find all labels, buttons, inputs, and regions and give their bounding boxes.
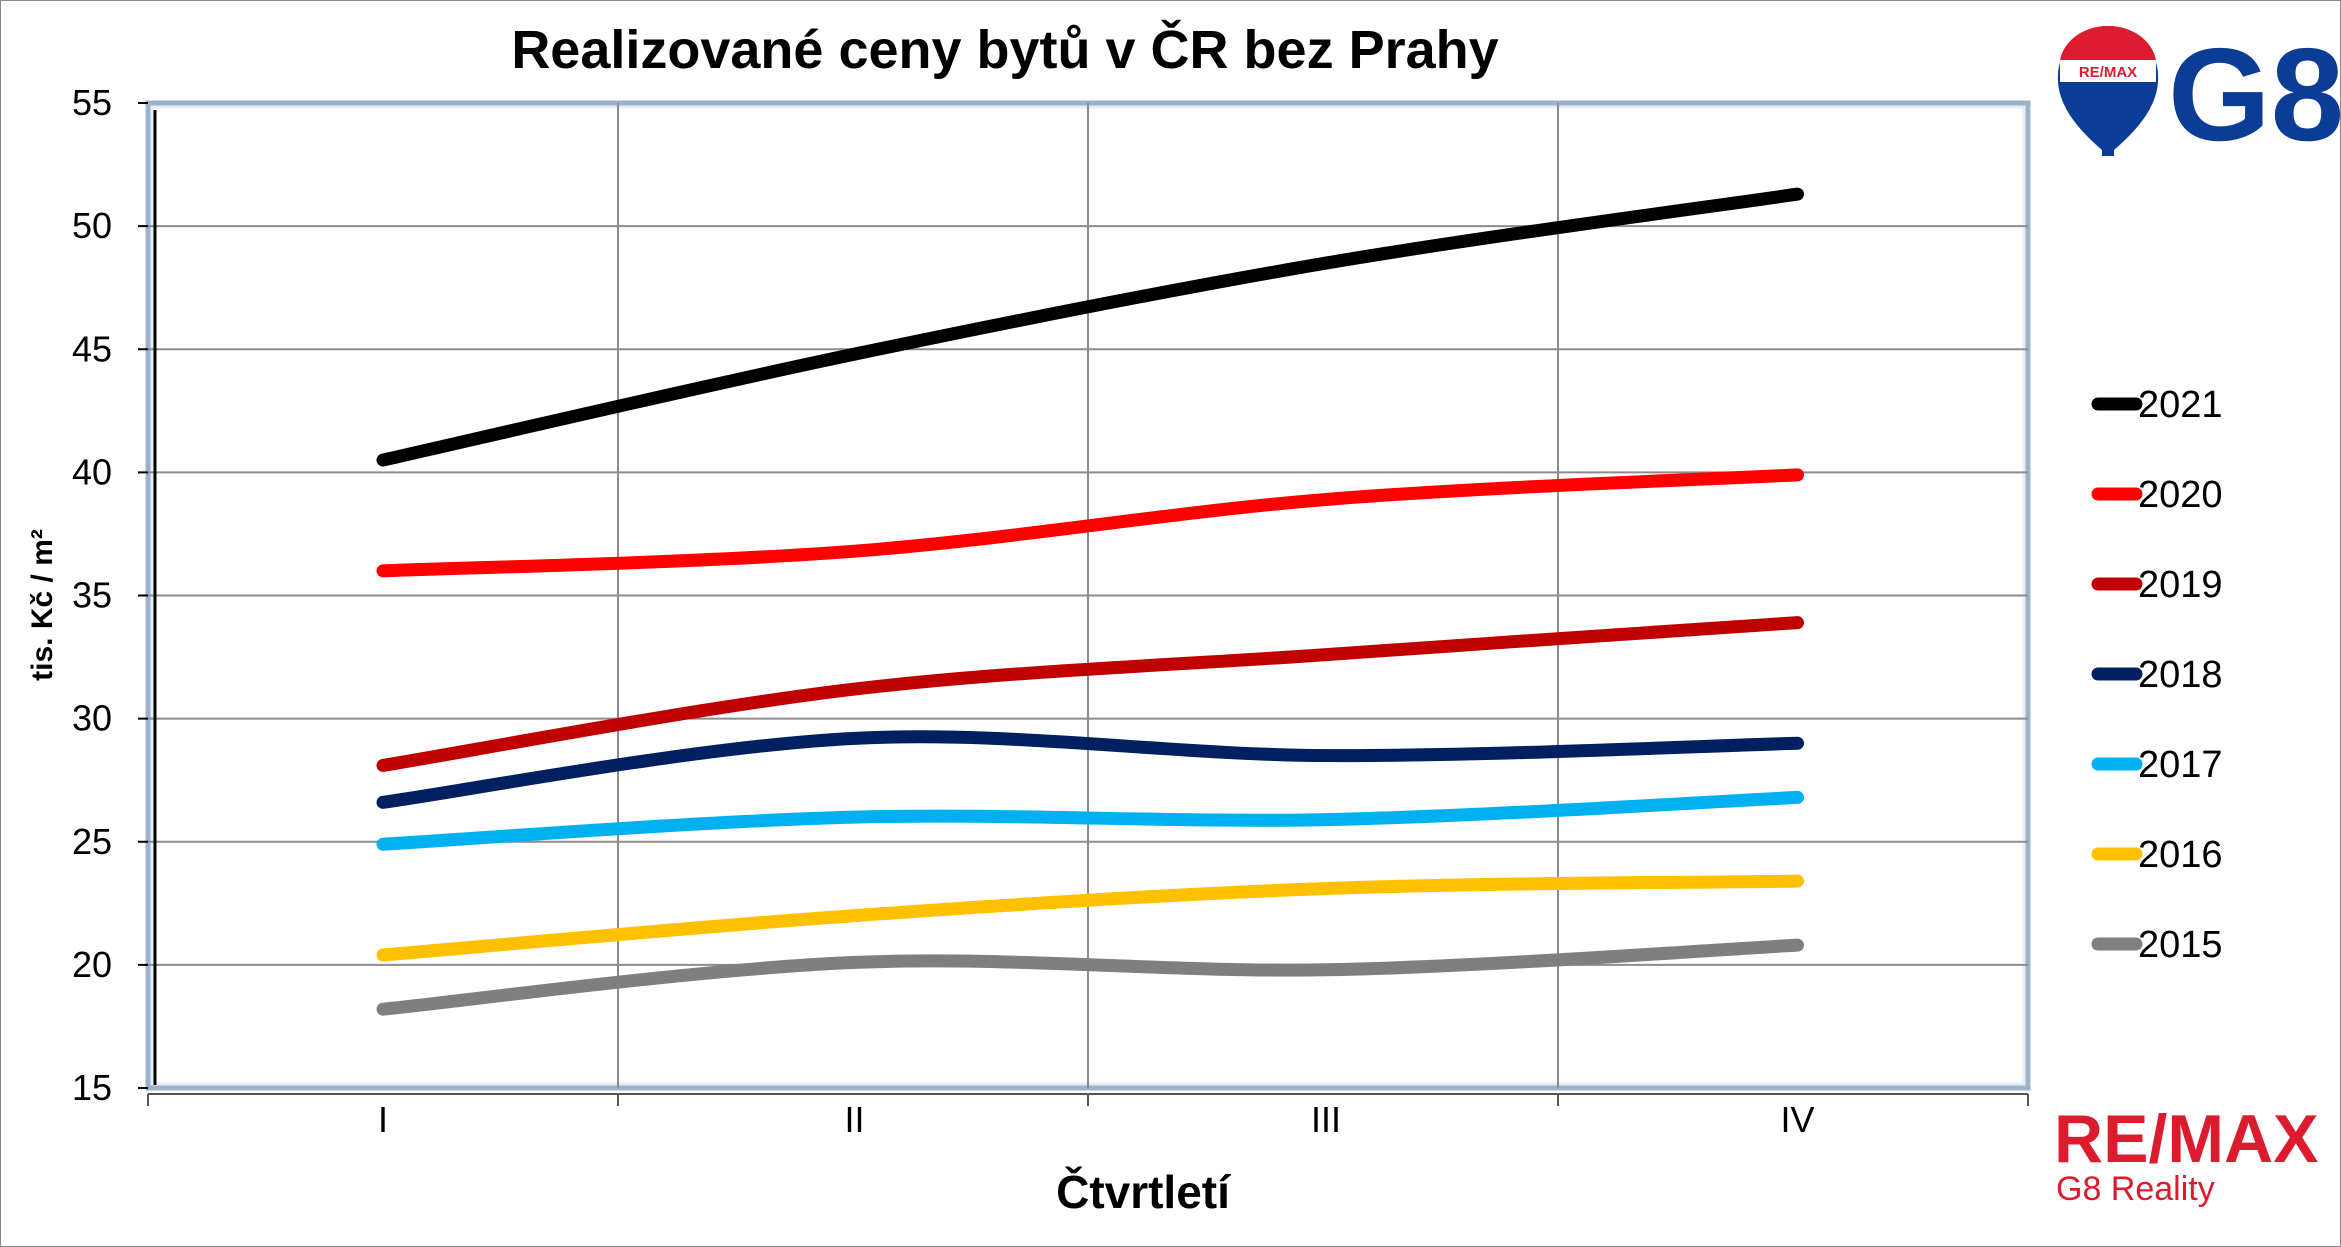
legend-item-2018: 2018 bbox=[2091, 654, 2223, 696]
legend-label: 2018 bbox=[2138, 654, 2223, 696]
x-axis-label: Čtvrtletí bbox=[1056, 1166, 1232, 1218]
series-lines bbox=[376, 187, 1804, 1016]
legend-label: 2019 bbox=[2138, 564, 2223, 606]
series-line-2021 bbox=[376, 187, 1804, 467]
remax-balloon-logo: RE/MAX G8 bbox=[2057, 21, 2341, 168]
x-tick-label: II bbox=[844, 1099, 864, 1140]
chart-title: Realizované ceny bytů v ČR bez Prahy bbox=[511, 19, 1498, 80]
legend-label: 2015 bbox=[2138, 924, 2223, 966]
legend-item-2019: 2019 bbox=[2091, 564, 2223, 606]
balloon-band bbox=[2060, 60, 2156, 82]
series-line-2018 bbox=[376, 730, 1804, 809]
legend-item-2021: 2021 bbox=[2091, 384, 2223, 426]
y-tick-label: 15 bbox=[72, 1067, 112, 1108]
x-tick-label: I bbox=[378, 1099, 388, 1140]
grid bbox=[148, 103, 2028, 1088]
series-line-2020 bbox=[376, 468, 1804, 578]
y-tick-label: 25 bbox=[72, 821, 112, 862]
series-line-2019 bbox=[376, 616, 1804, 772]
y-axis-label: tis. Kč / m² bbox=[26, 529, 59, 681]
y-tick-label: 35 bbox=[72, 575, 112, 616]
legend-item-2017: 2017 bbox=[2091, 744, 2223, 786]
series-line-2016 bbox=[376, 874, 1804, 962]
x-tick-label: IV bbox=[1780, 1099, 1814, 1140]
y-tick-label: 50 bbox=[72, 205, 112, 246]
balloon-label: RE/MAX bbox=[2079, 64, 2137, 81]
legend-item-2015: 2015 bbox=[2091, 924, 2223, 966]
x-ticks: I II III IV bbox=[147, 1093, 2029, 1140]
legend: 2021 2020 2019 2018 2017 2016 2015 bbox=[2091, 384, 2223, 966]
balloon-top bbox=[2060, 26, 2156, 60]
remax-brand-logo: RE/MAX G8 Reality bbox=[2054, 1101, 2318, 1208]
y-tick-label: 40 bbox=[72, 451, 112, 492]
legend-label: 2021 bbox=[2138, 384, 2223, 426]
y-ticks: 15 20 25 30 35 40 45 50 55 bbox=[72, 82, 148, 1108]
y-tick-label: 20 bbox=[72, 944, 112, 985]
balloon-basket bbox=[2102, 150, 2114, 156]
legend-label: 2017 bbox=[2138, 744, 2223, 786]
legend-label: 2016 bbox=[2138, 834, 2223, 876]
legend-item-2020: 2020 bbox=[2091, 474, 2223, 516]
remax-logo-text: RE/MAX bbox=[2054, 1101, 2318, 1177]
remax-logo-subtitle: G8 Reality bbox=[2056, 1170, 2215, 1208]
g8-logo-text: G8 bbox=[2168, 21, 2341, 168]
series-line-2015 bbox=[376, 938, 1804, 1016]
y-tick-label: 45 bbox=[72, 328, 112, 369]
y-tick-label: 30 bbox=[72, 698, 112, 739]
series-line-2017 bbox=[376, 790, 1804, 851]
legend-label: 2020 bbox=[2138, 474, 2223, 516]
legend-item-2016: 2016 bbox=[2091, 834, 2223, 876]
x-tick-label: III bbox=[1311, 1099, 1341, 1140]
y-tick-label: 55 bbox=[72, 82, 112, 123]
